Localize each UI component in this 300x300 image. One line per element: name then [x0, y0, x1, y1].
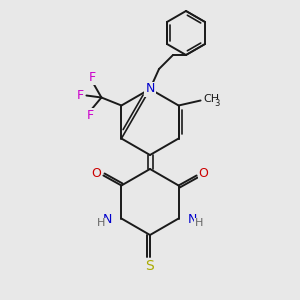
Text: O: O	[92, 167, 101, 180]
Text: H: H	[97, 218, 106, 229]
Text: N: N	[188, 213, 197, 226]
Text: O: O	[199, 167, 208, 180]
Text: F: F	[87, 109, 94, 122]
Text: 3: 3	[214, 99, 219, 108]
Text: F: F	[77, 89, 84, 102]
Text: N: N	[145, 82, 155, 95]
Text: H: H	[194, 218, 203, 229]
Text: F: F	[89, 71, 96, 84]
Text: N: N	[103, 213, 112, 226]
Text: CH: CH	[204, 94, 220, 104]
Text: S: S	[146, 259, 154, 273]
